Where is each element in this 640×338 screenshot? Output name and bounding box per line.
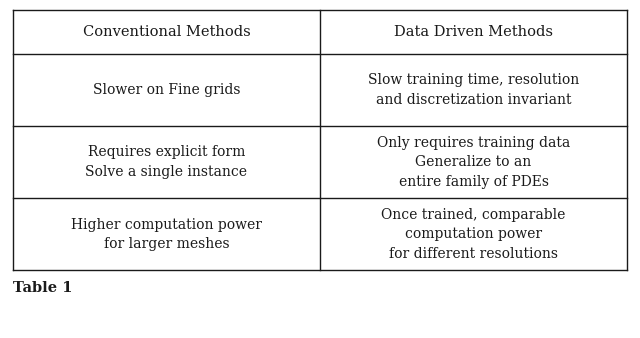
Text: Conventional Methods: Conventional Methods [83, 25, 250, 39]
Text: Higher computation power
for larger meshes: Higher computation power for larger mesh… [71, 218, 262, 251]
Text: Slow training time, resolution
and discretization invariant: Slow training time, resolution and discr… [368, 73, 579, 107]
Text: Only requires training data
Generalize to an
entire family of PDEs: Only requires training data Generalize t… [377, 136, 570, 189]
Text: Once trained, comparable
computation power
for different resolutions: Once trained, comparable computation pow… [381, 208, 566, 261]
Text: Table 1: Table 1 [13, 281, 72, 294]
Text: Slower on Fine grids: Slower on Fine grids [93, 83, 240, 97]
Text: Data Driven Methods: Data Driven Methods [394, 25, 553, 39]
Text: Requires explicit form
Solve a single instance: Requires explicit form Solve a single in… [85, 145, 248, 179]
